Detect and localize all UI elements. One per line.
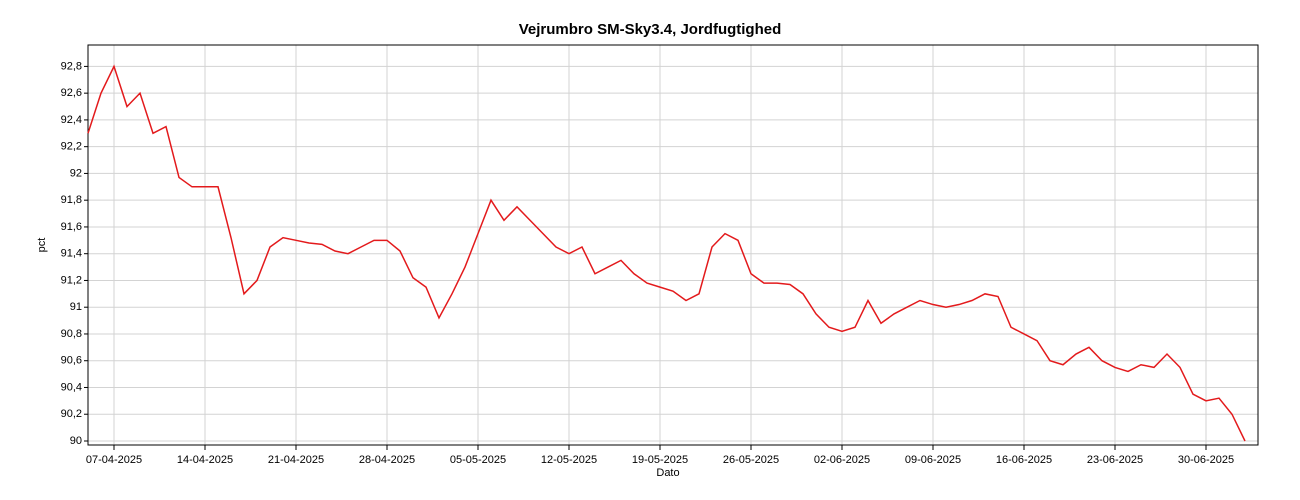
y-tick-label: 91	[70, 301, 82, 313]
x-tick-label: 09-06-2025	[905, 454, 961, 466]
y-tick-label: 92,4	[61, 114, 82, 126]
y-tick-label: 90,4	[61, 381, 82, 393]
y-tick-label: 91,2	[61, 274, 82, 286]
x-tick-label: 02-06-2025	[814, 454, 870, 466]
y-tick-label: 90,2	[61, 408, 82, 420]
x-axis-label: Dato	[656, 467, 679, 479]
y-tick-label: 92	[70, 167, 82, 179]
x-tick-label: 28-04-2025	[359, 454, 415, 466]
x-tick-label: 12-05-2025	[541, 454, 597, 466]
y-tick-label: 90,6	[61, 355, 82, 367]
x-tick-label: 23-06-2025	[1087, 454, 1143, 466]
x-tick-label: 26-05-2025	[723, 454, 779, 466]
y-tick-label: 90,8	[61, 328, 82, 340]
y-tick-label: 91,4	[61, 248, 82, 260]
chart-title: Vejrumbro SM-Sky3.4, Jordfugtighed	[519, 21, 782, 38]
plot-frame	[87, 44, 1259, 446]
y-tick-label: 90	[70, 435, 82, 447]
x-tick-label: 21-04-2025	[268, 454, 324, 466]
x-tick-label: 07-04-2025	[86, 454, 142, 466]
y-tick-label: 91,8	[61, 194, 82, 206]
y-tick-label: 92,2	[61, 141, 82, 153]
y-axis-label: pct	[36, 238, 48, 253]
x-tick-label: 30-06-2025	[1178, 454, 1234, 466]
y-tick-label: 92,8	[61, 60, 82, 72]
x-tick-label: 16-06-2025	[996, 454, 1052, 466]
data-line	[87, 64, 1246, 442]
x-tick-label: 19-05-2025	[632, 454, 688, 466]
y-tick-label: 91,6	[61, 221, 82, 233]
x-tick-label: 14-04-2025	[177, 454, 233, 466]
x-tick-label: 05-05-2025	[450, 454, 506, 466]
y-tick-label: 92,6	[61, 87, 82, 99]
